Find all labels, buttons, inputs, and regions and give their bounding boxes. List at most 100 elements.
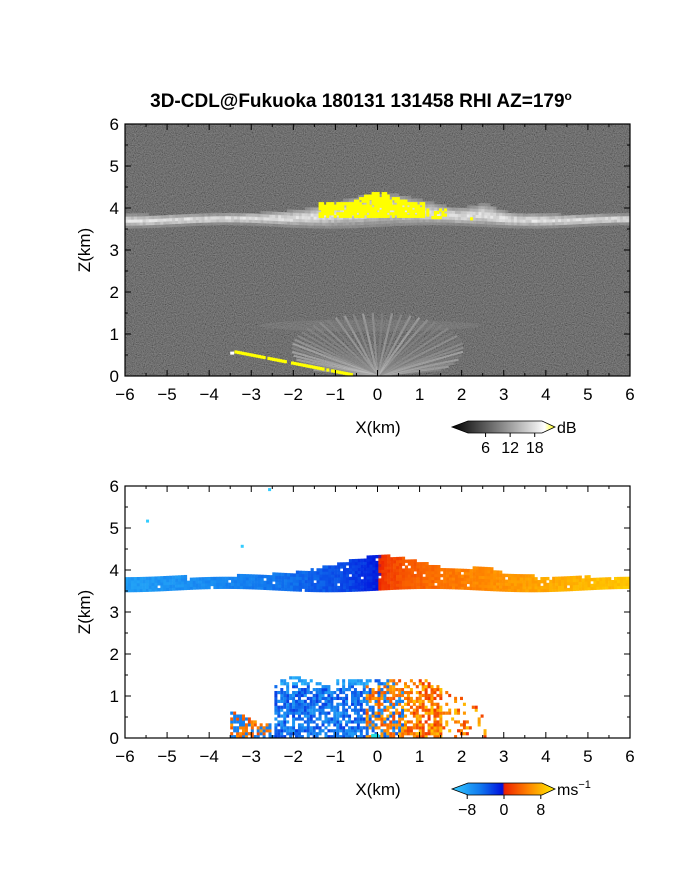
velocity-cell bbox=[377, 688, 381, 692]
strong-echo-cell bbox=[394, 207, 398, 211]
velocity-cell bbox=[596, 577, 600, 582]
strong-echo-cell bbox=[353, 199, 357, 203]
intensity-cell bbox=[257, 219, 261, 224]
intensity-cell bbox=[563, 218, 568, 222]
velocity-cell bbox=[303, 682, 307, 686]
velocity-cell bbox=[395, 702, 399, 706]
velocity-cell bbox=[427, 685, 431, 689]
velocity-cell bbox=[342, 679, 346, 683]
velocity-cell bbox=[448, 729, 452, 733]
velocity-cell bbox=[389, 732, 393, 736]
velocity-cell bbox=[616, 579, 621, 584]
intensity-cell bbox=[552, 213, 556, 217]
velocity-cell bbox=[449, 577, 453, 581]
velocity-cell bbox=[421, 708, 425, 712]
velocity-cell bbox=[280, 732, 284, 736]
intensity-cell bbox=[454, 216, 459, 220]
velocity-cell bbox=[543, 577, 547, 581]
velocity-cell bbox=[396, 565, 400, 570]
velocity-cell bbox=[459, 696, 463, 701]
velocity-cell bbox=[457, 568, 462, 572]
y-tick-label: 1 bbox=[110, 687, 119, 706]
velocity-cell bbox=[366, 564, 370, 568]
strong-echo-cell bbox=[417, 204, 421, 208]
intensity-cell bbox=[478, 220, 482, 224]
velocity-cell bbox=[406, 693, 410, 698]
intensity-cell bbox=[451, 210, 456, 214]
velocity-cell bbox=[289, 582, 294, 586]
velocity-cell bbox=[350, 702, 354, 706]
intensity-cell bbox=[622, 213, 627, 217]
intensity-cell bbox=[372, 223, 376, 228]
strong-echo-cell bbox=[318, 202, 322, 206]
velocity-cell bbox=[404, 685, 408, 689]
velocity-cell bbox=[404, 714, 408, 718]
velocity-cell bbox=[297, 699, 301, 703]
velocity-cell bbox=[380, 717, 384, 721]
velocity-cell bbox=[560, 588, 565, 592]
velocity-cell bbox=[381, 554, 385, 559]
intensity-cell bbox=[340, 222, 344, 226]
intensity-cell bbox=[278, 211, 282, 216]
velocity-cell bbox=[454, 583, 459, 587]
velocity-cell bbox=[439, 729, 443, 733]
velocity-cell bbox=[328, 571, 332, 575]
velocity-cell bbox=[502, 576, 506, 580]
velocity-cell bbox=[163, 576, 167, 580]
intensity-cell bbox=[186, 219, 191, 224]
velocity-cell bbox=[160, 584, 164, 589]
velocity-cell bbox=[351, 567, 356, 572]
velocity-cell bbox=[596, 583, 600, 587]
velocity-cell bbox=[404, 565, 409, 569]
intensity-cell bbox=[619, 221, 624, 226]
velocity-cell bbox=[356, 729, 360, 733]
strong-echo-cell bbox=[336, 202, 340, 206]
velocity-cell bbox=[318, 688, 322, 692]
intensity-cell bbox=[298, 224, 303, 229]
velocity-cell bbox=[133, 579, 138, 584]
velocity-cell bbox=[398, 580, 403, 584]
velocity-cell bbox=[331, 577, 335, 581]
velocity-cell bbox=[374, 723, 378, 727]
intensity-cell bbox=[625, 213, 629, 217]
velocity-cell bbox=[569, 584, 574, 589]
strong-echo-cell bbox=[353, 209, 357, 213]
velocity-cell bbox=[348, 567, 353, 572]
intensity-cell bbox=[292, 209, 297, 214]
velocity-cell bbox=[248, 583, 252, 587]
strong-echo-cell bbox=[374, 209, 378, 213]
velocity-cell bbox=[306, 720, 310, 724]
velocity-cell bbox=[439, 720, 443, 724]
intensity-ray bbox=[343, 315, 379, 376]
intensity-cell bbox=[499, 215, 503, 220]
velocity-cell bbox=[315, 688, 319, 692]
velocity-cell bbox=[525, 574, 529, 578]
velocity-cell bbox=[401, 568, 406, 572]
strong-echo-cell bbox=[417, 212, 421, 216]
strong-echo-cell bbox=[394, 197, 398, 201]
velocity-cell bbox=[374, 726, 378, 730]
velocity-cell bbox=[449, 568, 453, 572]
velocity-cell bbox=[348, 720, 352, 724]
velocity-cell bbox=[395, 732, 399, 736]
velocity-cell bbox=[625, 576, 629, 581]
intensity-cell bbox=[531, 216, 535, 220]
velocity-cell bbox=[356, 702, 360, 706]
intensity-cell bbox=[148, 221, 152, 226]
velocity-cell bbox=[315, 708, 319, 712]
intensity-cell bbox=[295, 224, 300, 228]
velocity-cell bbox=[401, 699, 405, 703]
velocity-cell bbox=[289, 729, 293, 733]
x-tick-label: 0 bbox=[373, 385, 382, 404]
intensity-cell bbox=[248, 222, 252, 226]
intensity-cell bbox=[151, 218, 155, 223]
intensity-cell bbox=[351, 215, 356, 220]
velocity-cell bbox=[380, 690, 384, 695]
velocity-cell bbox=[457, 583, 462, 587]
velocity-cell bbox=[357, 582, 361, 586]
intensity-cell bbox=[581, 217, 585, 222]
intensity-cell bbox=[481, 217, 485, 222]
velocity-cell bbox=[371, 688, 375, 692]
intensity-cell bbox=[145, 218, 149, 223]
intensity-cell bbox=[239, 222, 244, 226]
